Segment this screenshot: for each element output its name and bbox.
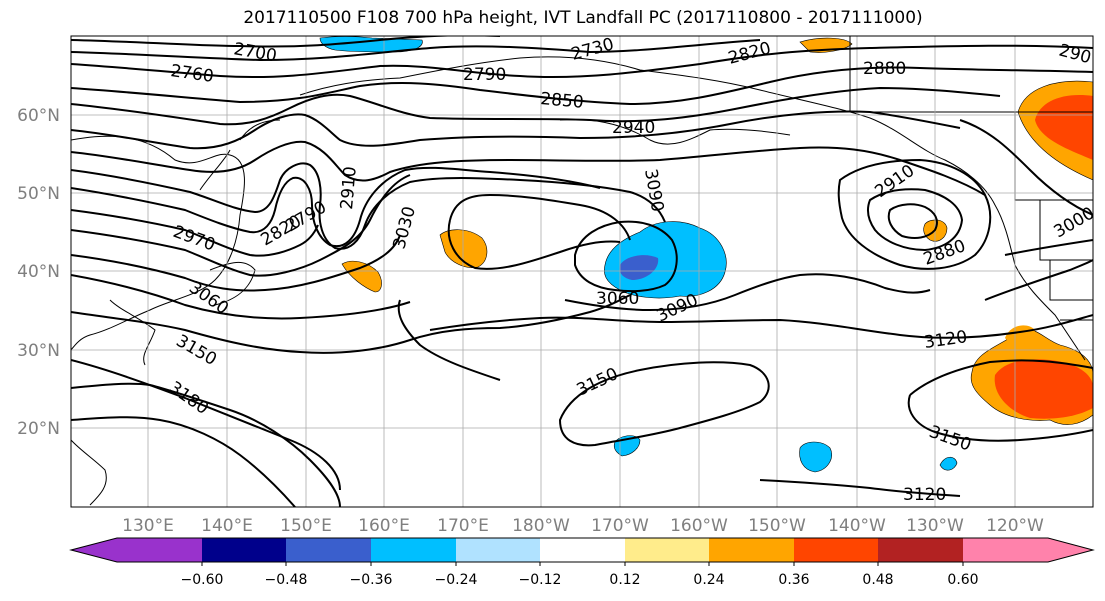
lon-label: 170°W [591,516,649,536]
colorbar-extend-high [1048,538,1093,562]
colorbar-outline [69,537,1095,563]
map-title: 2017110500 F108 700 hPa height, IVT Land… [243,8,923,28]
anomaly-region [619,255,659,280]
lat-label: 20°N [17,419,60,439]
colorbar-segment [794,538,879,562]
lon-label: 140°E [201,516,253,536]
colorbar: −0.60 −0.48 −0.36 −0.24 −0.12 0.12 0.24 … [69,537,1095,588]
anomaly-shading [319,36,1093,473]
colorbar-tick-label: 0.12 [609,572,640,588]
colorbar-tick-label: −0.60 [181,572,224,588]
colorbar-tick-label: 0.48 [862,572,893,588]
map-frame [70,35,1094,508]
contour-label: 3060 [596,289,639,309]
contour-label: 2790 [463,65,506,85]
longitude-labels: 130°E 140°E 150°E 160°E 170°E 180°W 170°… [122,516,1044,536]
colorbar-segment [540,538,625,562]
anomaly-region [994,359,1093,419]
colorbar-segment [202,538,287,562]
lat-label: 40°N [17,262,60,282]
colorbar-tick-label: −0.36 [350,572,393,588]
lon-label: 130°E [122,516,174,536]
lon-label: 140°W [828,516,886,536]
anomaly-region [1035,95,1093,160]
lat-label: 30°N [17,341,60,361]
lon-label: 130°W [906,516,964,536]
lon-label: 160°E [358,516,410,536]
contour-label: 2850 [540,89,585,113]
colorbar-segment [117,538,202,562]
colorbar-tick-label: 0.60 [947,572,978,588]
colorbar-segment [456,538,541,562]
lat-label: 50°N [17,184,60,204]
colorbar-segment [709,538,794,562]
colorbar-segment [878,538,963,562]
lon-label: 150°E [280,516,332,536]
colorbar-tick-label: −0.24 [435,572,478,588]
lon-label: 180°W [512,516,570,536]
anomaly-region [939,456,958,471]
lon-label: 160°W [670,516,728,536]
anomaly-region [799,441,832,473]
anomaly-region [341,260,382,293]
colorbar-segment [963,538,1048,562]
colorbar-extend-low [71,538,117,562]
latitude-labels: 60°N 50°N 40°N 30°N 20°N [17,106,60,439]
contour-label: 2880 [863,59,906,79]
lon-label: 170°E [437,516,489,536]
height-contours [71,36,1093,507]
contour-label: 3120 [903,485,946,505]
anomaly-region [439,229,488,268]
contour-label: 2940 [612,118,655,138]
colorbar-segment [371,538,456,562]
colorbar-tick-label: −0.12 [519,572,562,588]
colorbar-ticks [201,562,964,566]
colorbar-tick-label: 0.36 [778,572,809,588]
colorbar-tick-label: −0.48 [265,572,308,588]
colorbar-segment [625,538,710,562]
lat-label: 60°N [17,106,60,126]
contour-label: 2910 [337,166,361,211]
colorbar-tick-label: 0.24 [693,572,724,588]
colorbar-segment [286,538,371,562]
lon-label: 120°W [986,516,1044,536]
lon-label: 150°W [748,516,806,536]
